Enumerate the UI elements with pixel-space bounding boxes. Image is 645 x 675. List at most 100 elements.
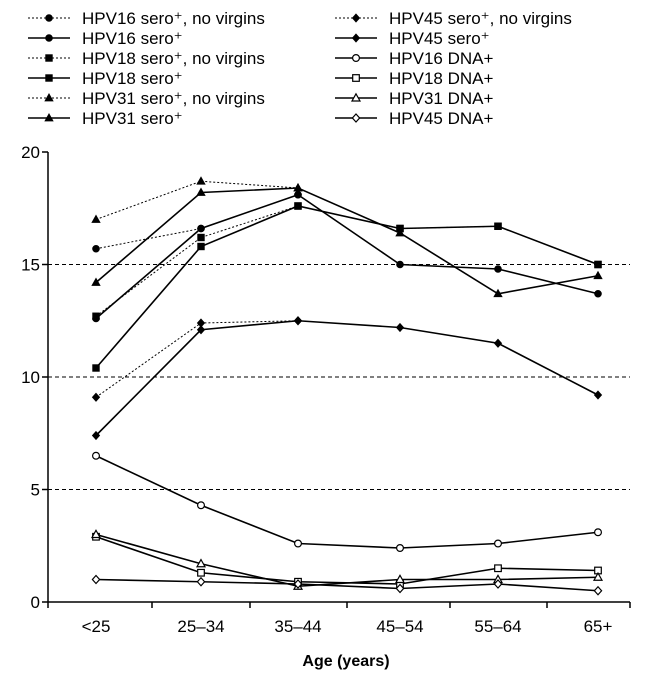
legend-label: HPV45 sero⁺, no virgins	[389, 9, 572, 28]
series-line	[95, 455, 599, 549]
y-tick-label: 15	[21, 256, 40, 275]
data-point	[493, 338, 503, 348]
legend-marker	[352, 74, 360, 82]
legend-label: HPV31 DNA+	[389, 89, 493, 108]
data-point	[396, 260, 404, 269]
data-point	[294, 190, 302, 199]
legend-marker	[351, 113, 361, 123]
legend-item: HPV18 sero⁺	[28, 69, 183, 88]
series-line	[95, 187, 599, 295]
data-point	[294, 202, 302, 210]
legend-label: HPV16 sero⁺	[82, 29, 183, 48]
legend-marker	[44, 92, 54, 102]
legend-label: HPV31 sero⁺, no virgins	[82, 89, 265, 108]
legend-marker	[44, 112, 54, 122]
data-point	[593, 270, 603, 280]
series-4	[91, 316, 603, 441]
legend-marker	[45, 34, 53, 42]
legend-item: HPV45 sero⁺	[335, 29, 490, 48]
series-10	[90, 529, 604, 590]
series-line	[95, 194, 299, 250]
legend-marker	[45, 14, 53, 22]
legend-item: HPV31 sero⁺	[28, 109, 183, 128]
data-point	[593, 585, 603, 596]
legend-item: HPV18 DNA+	[335, 69, 493, 88]
series-11	[91, 182, 603, 298]
x-tick-label: 25–34	[177, 617, 224, 636]
data-point	[196, 187, 206, 196]
legend-label: HPV16 sero⁺, no virgins	[82, 9, 265, 28]
data-point	[197, 233, 205, 242]
data-point	[197, 242, 205, 251]
legend-label: HPV45 sero⁺	[389, 29, 490, 48]
series-9	[91, 176, 303, 223]
data-point	[592, 571, 604, 581]
series-line	[95, 578, 599, 592]
data-point	[494, 222, 502, 230]
series-1	[92, 190, 302, 253]
series-line	[95, 193, 599, 320]
legend-item: HPV45 DNA+	[335, 109, 493, 128]
data-point	[293, 316, 303, 326]
legend-item: HPV31 DNA+	[335, 89, 493, 108]
series-6	[91, 451, 602, 552]
data-point	[396, 543, 405, 552]
legend-label: HPV18 sero⁺	[82, 69, 183, 88]
x-axis-title: Age (years)	[302, 653, 389, 670]
data-point	[594, 289, 602, 298]
data-point	[394, 574, 406, 584]
series-line	[95, 535, 599, 585]
data-point	[195, 558, 207, 568]
x-tick-label: 35–44	[274, 617, 321, 636]
legend-label: HPV16 DNA+	[389, 49, 493, 68]
data-point	[494, 265, 502, 273]
data-point	[91, 451, 100, 460]
x-tick-label: <25	[82, 617, 111, 636]
data-point	[197, 568, 205, 577]
data-point	[196, 576, 206, 587]
legend-marker	[45, 74, 53, 82]
legend-label: HPV18 sero⁺, no virgins	[82, 49, 265, 68]
data-point	[197, 501, 206, 510]
legend-label: HPV31 sero⁺	[82, 109, 183, 128]
data-point	[494, 564, 502, 573]
gridlines	[48, 264, 630, 490]
x-tick-label: 65+	[584, 617, 613, 636]
series-line	[95, 319, 599, 437]
series-line	[95, 205, 599, 317]
x-ticks: <25 25–34 35–44 45–54 55–64 65+	[47, 602, 631, 636]
data-point	[293, 579, 303, 589]
data-point	[90, 529, 102, 539]
data-point	[493, 288, 503, 298]
legend-item: HPV16 DNA+	[335, 49, 493, 68]
series-line	[95, 180, 299, 220]
data-point	[92, 312, 100, 320]
legend-marker	[351, 13, 361, 23]
data-point	[91, 430, 101, 441]
series-12	[91, 574, 603, 596]
legend-item: HPV16 sero⁺	[28, 29, 183, 48]
legend-item: HPV16 sero⁺, no virgins	[28, 9, 265, 28]
legend-label: HPV45 DNA+	[389, 109, 493, 128]
data-point	[493, 579, 503, 589]
legend-item: HPV45 sero⁺, no virgins	[335, 9, 572, 28]
data-point	[395, 322, 405, 333]
legend-marker	[45, 54, 53, 62]
legend-marker	[352, 53, 361, 62]
y-tick-label: 20	[21, 143, 40, 162]
y-tick-label: 10	[21, 368, 40, 387]
legend-item: HPV31 sero⁺, no virgins	[28, 89, 265, 108]
data-point	[294, 539, 303, 548]
data-point	[196, 176, 206, 185]
legend-label: HPV18 DNA+	[389, 69, 493, 88]
series-line	[95, 205, 599, 369]
data-point	[92, 244, 100, 253]
data-point	[293, 182, 303, 192]
y-ticks: 0 5 10 15 20	[21, 143, 48, 612]
data-point	[395, 227, 405, 237]
legend-item: HPV18 sero⁺, no virgins	[28, 49, 265, 68]
data-point	[91, 277, 101, 286]
series-group	[90, 176, 604, 596]
data-point	[91, 214, 101, 223]
